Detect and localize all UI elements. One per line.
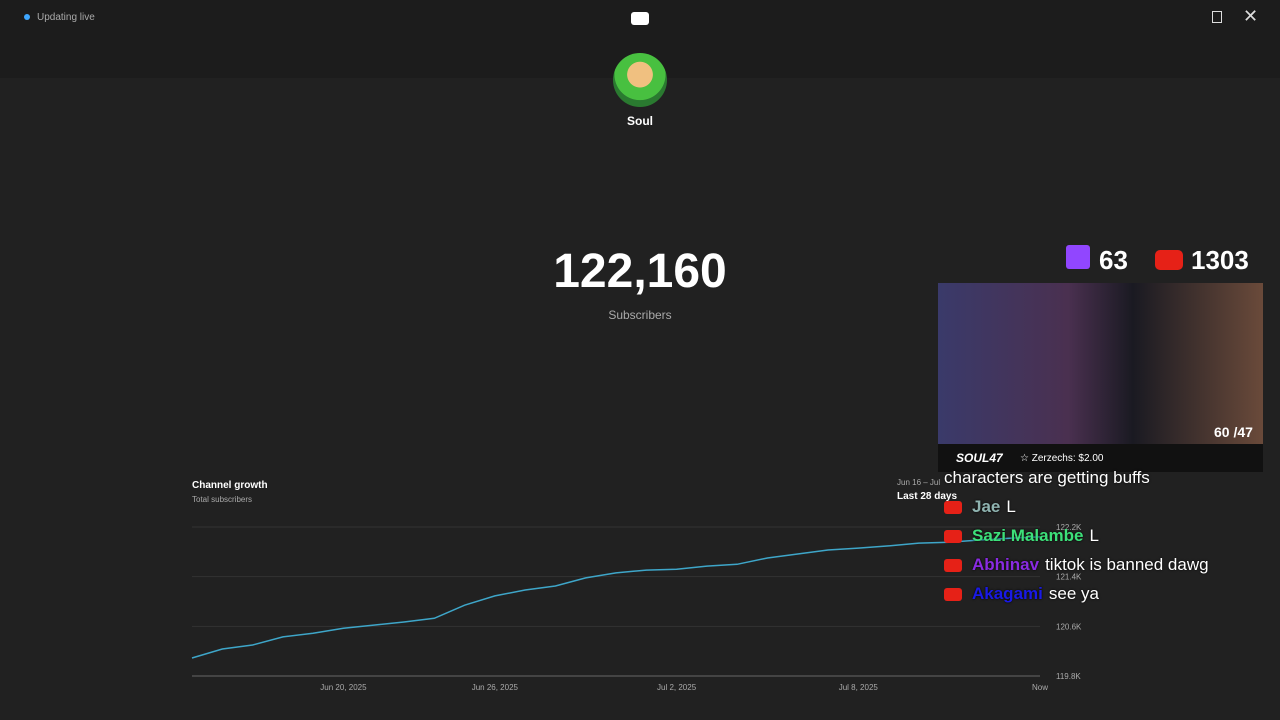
subscriber-count: 122,160 xyxy=(553,245,727,298)
chat-text: tiktok is banned dawg xyxy=(1045,555,1209,574)
y-tick-label: 122.2K xyxy=(1056,523,1082,532)
line xyxy=(191,536,1041,659)
x-tick-label: Jun 20, 2025 xyxy=(320,683,367,692)
close-button[interactable]: ✕ xyxy=(1243,6,1259,26)
channel-name: Soul xyxy=(627,114,653,128)
y-tick-label: 120.6K xyxy=(1056,622,1082,631)
chat-message: Akagami see ya xyxy=(944,584,1099,604)
chat-message: Abhinav tiktok is banned dawg xyxy=(944,555,1209,575)
donation: ☆ Zerzechs: $2.00 xyxy=(1020,453,1104,464)
chat-text: characters are getting buffs xyxy=(944,468,1150,487)
x-tick-label: Jul 2, 2025 xyxy=(657,683,697,692)
status: Updating live xyxy=(37,12,95,23)
period: Last 28 days xyxy=(897,491,957,502)
chat-author: Sazi Malambe xyxy=(972,526,1084,545)
youtube-logo xyxy=(631,12,649,25)
x-tick-label: Jun 26, 2025 xyxy=(472,683,519,692)
x-tick-label: Now xyxy=(1032,683,1048,692)
goal: 60 /47 xyxy=(1214,424,1253,440)
chat-message: characters are getting buffs xyxy=(944,468,1150,488)
youtube-viewers: 1303 xyxy=(1191,245,1249,275)
chat-text: see ya xyxy=(1048,584,1099,603)
youtube-badge xyxy=(944,500,962,514)
chat-text: L xyxy=(1089,526,1099,545)
chart-subtitle: Total subscribers xyxy=(192,495,252,504)
webcam xyxy=(938,283,1263,444)
subscriber-label: Subscribers xyxy=(608,308,672,322)
chat-text: L xyxy=(1006,497,1016,516)
range-label: Jun 16 – Jul xyxy=(897,478,940,487)
youtube-icon xyxy=(1155,250,1183,270)
youtube-badge xyxy=(944,558,962,572)
chat-author: Akagami xyxy=(972,584,1043,603)
feedback-button[interactable] xyxy=(1212,11,1222,23)
twitch-viewers: 63 xyxy=(1099,245,1128,275)
y-tick-label: 121.4K xyxy=(1056,573,1082,582)
chat-message: Jae L xyxy=(944,497,1016,517)
avatar xyxy=(613,53,667,107)
chat-author: Abhinav xyxy=(972,555,1040,574)
chat-author: Jae xyxy=(972,497,1001,516)
youtube-badge xyxy=(944,587,962,601)
twitch-icon xyxy=(1066,245,1090,269)
brand: SOUL47 xyxy=(956,451,1003,465)
chat-message: Sazi Malambe L xyxy=(944,526,1099,546)
live-dot xyxy=(24,14,30,20)
youtube-badge xyxy=(944,529,962,543)
x-tick-label: Jul 8, 2025 xyxy=(839,683,879,692)
y-tick-label: 119.8K xyxy=(1056,672,1081,681)
ticker xyxy=(938,444,1263,472)
chart-title: Channel growth xyxy=(192,480,268,491)
